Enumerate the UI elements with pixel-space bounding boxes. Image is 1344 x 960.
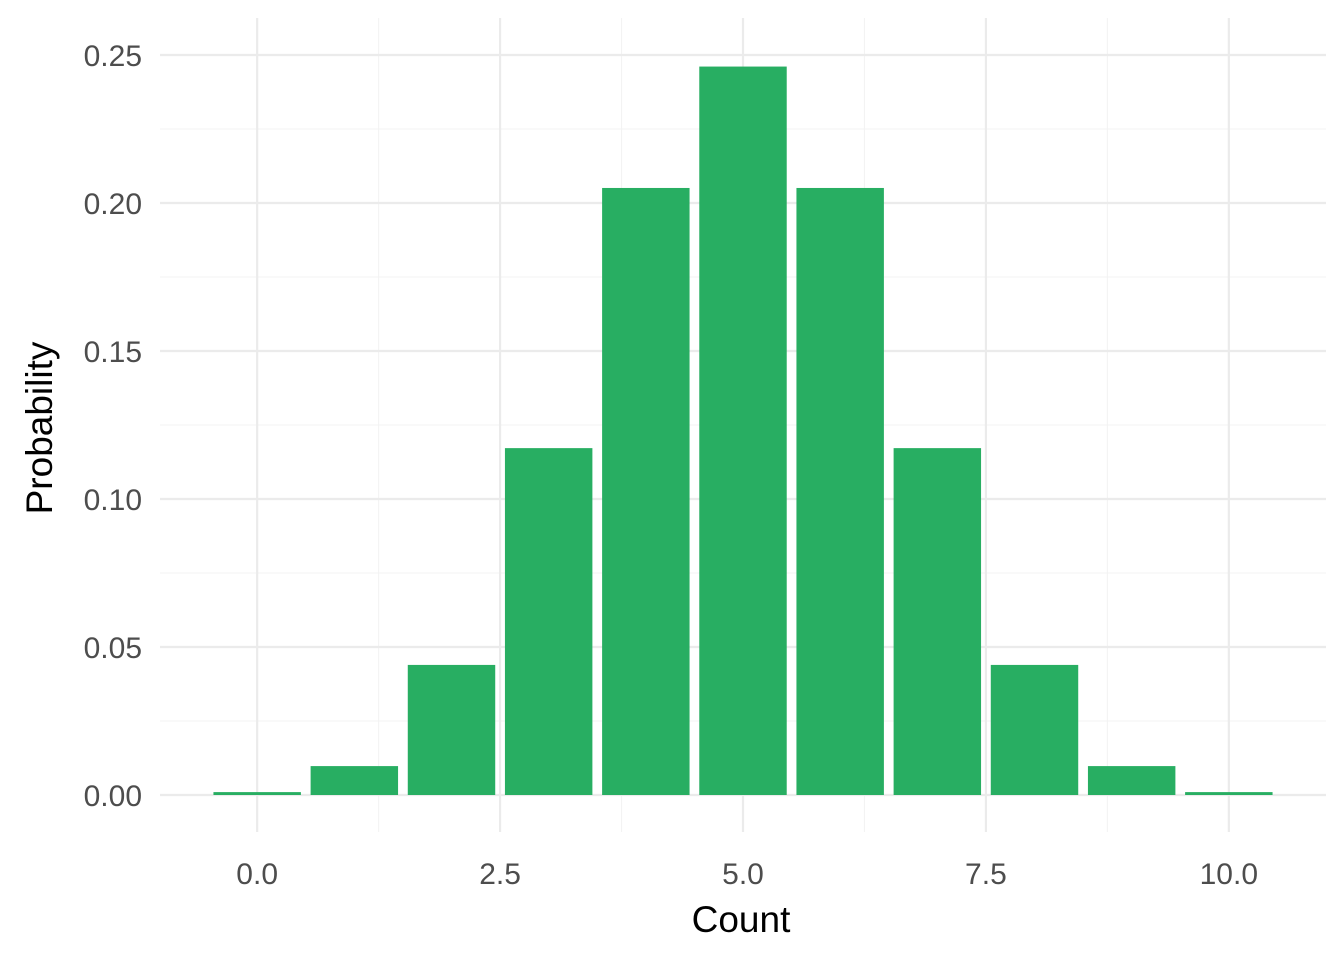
y-axis-tick-labels: 0.00 0.05 0.10 0.15 0.20 0.25 <box>84 40 142 813</box>
bar-6 <box>796 187 884 795</box>
x-tick-label: 2.5 <box>479 858 521 891</box>
y-tick-label: 0.05 <box>84 632 142 665</box>
y-axis-title: Probability <box>19 341 60 514</box>
bar-4 <box>602 187 690 795</box>
y-tick-label: 0.10 <box>84 484 142 517</box>
bar-9 <box>1087 766 1176 795</box>
y-tick-label: 0.20 <box>84 188 142 221</box>
bars <box>213 66 1273 795</box>
x-axis-title: Count <box>692 899 791 940</box>
bar-1 <box>310 766 399 795</box>
x-tick-label: 7.5 <box>965 858 1007 891</box>
y-tick-label: 0.15 <box>84 336 142 369</box>
bar-2 <box>407 664 496 795</box>
x-tick-label: 10.0 <box>1200 858 1258 891</box>
x-axis-tick-labels: 0.0 2.5 5.0 7.5 10.0 <box>236 858 1258 891</box>
bar-0 <box>213 792 301 795</box>
y-tick-label: 0.25 <box>84 40 142 73</box>
bar-8 <box>990 664 1079 795</box>
bar-7 <box>893 448 982 795</box>
x-tick-label: 0.0 <box>236 858 278 891</box>
y-tick-label: 0.00 <box>84 780 142 813</box>
bar-3 <box>504 448 593 795</box>
bar-10 <box>1185 792 1273 795</box>
bar-5 <box>699 66 787 795</box>
x-tick-label: 5.0 <box>722 858 764 891</box>
